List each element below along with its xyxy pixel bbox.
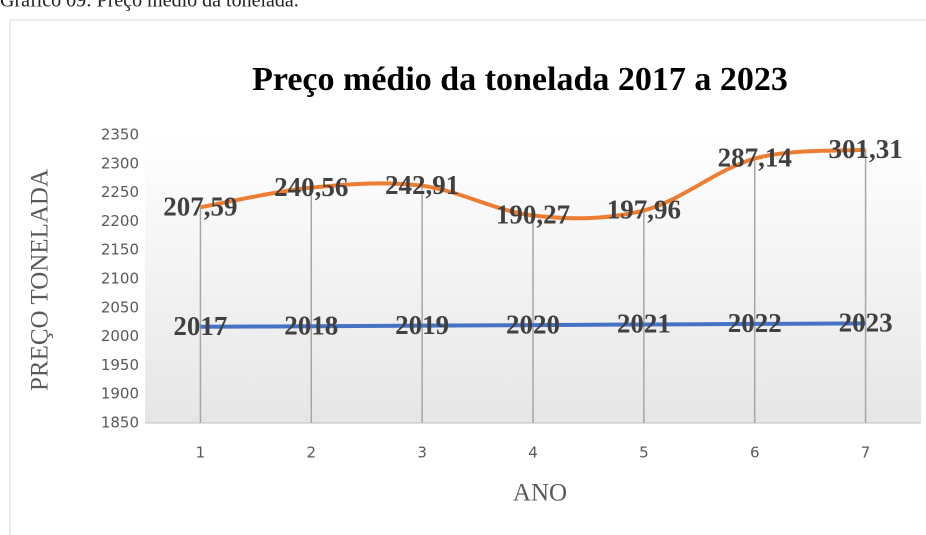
- y-tick-label: 1850: [101, 414, 139, 432]
- data-label: 207,59: [163, 191, 237, 221]
- chart-title: Preço médio da tonelada 2017 a 2023: [252, 61, 788, 98]
- data-label: 2022: [728, 308, 782, 338]
- data-label: 242,91: [385, 170, 459, 200]
- y-tick-label: 2150: [101, 241, 139, 259]
- x-tick-label: 3: [417, 444, 427, 462]
- data-label: 2021: [617, 309, 671, 339]
- series-line: [200, 147, 866, 221]
- data-label: 2018: [284, 310, 338, 340]
- data-label: 301,31: [828, 134, 902, 164]
- data-label: 240,56: [274, 172, 348, 202]
- series-line: [200, 321, 866, 329]
- y-axis-title: PREÇO TONELADA: [27, 169, 54, 391]
- x-tick-label: 2: [307, 444, 317, 462]
- chart-border: [9, 19, 926, 535]
- x-tick-label: 5: [639, 444, 649, 462]
- y-tick-label: 2300: [101, 154, 139, 172]
- y-tick-label: 1950: [101, 356, 139, 374]
- data-label: 2019: [395, 310, 449, 340]
- y-tick-label: 2200: [101, 212, 139, 230]
- y-tick-label: 2250: [101, 183, 139, 201]
- x-tick-label: 4: [528, 444, 538, 462]
- x-tick-label: 1: [196, 444, 206, 462]
- data-label: 287,14: [718, 143, 792, 173]
- y-tick-label: 2050: [101, 298, 139, 316]
- y-tick-label: 2000: [101, 327, 139, 345]
- x-tick-label: 7: [861, 444, 871, 462]
- y-tick-label: 2100: [101, 270, 139, 288]
- data-label: 2017: [173, 311, 227, 341]
- caption: Gráfico 09: Preço médio da tonelada.: [0, 0, 299, 12]
- data-label: 190,27: [496, 200, 570, 230]
- y-tick-label: 2350: [101, 126, 139, 144]
- data-label: 2020: [506, 309, 560, 339]
- data-label: 2023: [839, 308, 893, 338]
- y-tick-label: 1900: [101, 385, 139, 403]
- data-label: 197,96: [607, 195, 681, 225]
- x-axis-title: ANO: [513, 480, 567, 507]
- x-tick-label: 6: [750, 444, 760, 462]
